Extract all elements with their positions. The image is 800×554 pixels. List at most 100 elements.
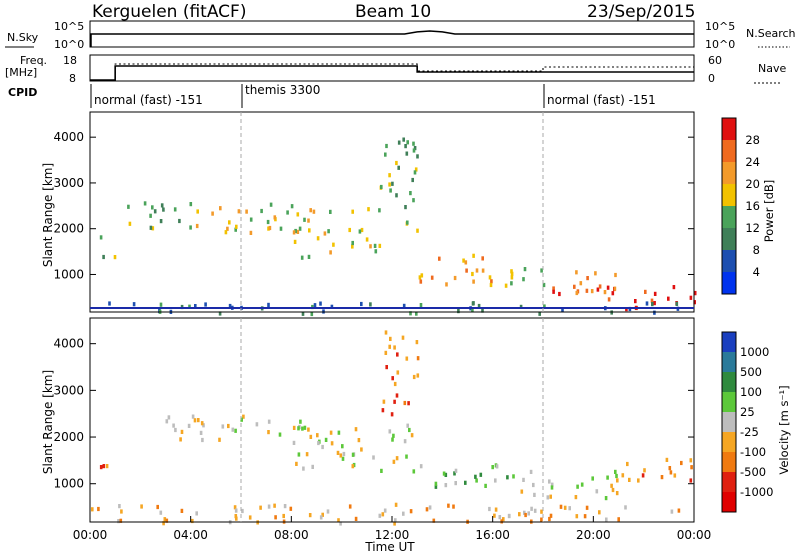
x-tick-label: 00:00 xyxy=(73,528,108,542)
heatmap-cell xyxy=(574,495,578,500)
colorbar-tick: 1000 xyxy=(740,345,769,359)
heatmap-cell xyxy=(419,279,423,284)
heatmap-cell xyxy=(580,482,584,487)
heatmap-cell xyxy=(614,272,617,278)
heatmap-cell xyxy=(234,514,238,519)
heatmap-cell xyxy=(614,469,617,474)
heatmap-cell xyxy=(415,311,418,316)
heatmap-cell xyxy=(613,286,617,291)
heatmap-cell xyxy=(672,285,676,290)
colorbar-swatch xyxy=(722,332,736,352)
heatmap-cell xyxy=(585,505,589,510)
colorbar-swatch xyxy=(722,206,736,228)
heatmap-cell xyxy=(510,281,513,286)
heatmap-cell xyxy=(294,228,297,234)
heatmap-cell xyxy=(378,208,381,213)
x-tick-label: 04:00 xyxy=(173,528,208,542)
heatmap-cell xyxy=(311,464,314,469)
heatmap-cell xyxy=(452,504,455,509)
heatmap-cell xyxy=(255,422,259,427)
heatmap-cell xyxy=(307,218,310,223)
heatmap-cell xyxy=(568,506,571,511)
colorbar-tick: 16 xyxy=(745,199,760,213)
x-tick-label: 08:00 xyxy=(274,528,309,542)
heatmap-cell xyxy=(621,473,625,478)
nave-line xyxy=(90,63,694,81)
heatmap-cell xyxy=(153,209,157,214)
cpid-label: CPID xyxy=(8,86,37,99)
colorbar-tick: -25 xyxy=(740,425,759,439)
heatmap-cell xyxy=(563,505,567,510)
heatmap-cell xyxy=(405,151,409,156)
heatmap-cell xyxy=(332,242,335,247)
heatmap-cell xyxy=(413,170,417,175)
colorbar-swatch xyxy=(722,140,736,162)
heatmap-cell xyxy=(628,477,631,482)
heatmap-cell xyxy=(245,209,248,214)
heatmap-cell xyxy=(406,423,409,428)
heatmap-cell xyxy=(292,230,296,235)
heatmap-cell xyxy=(330,304,334,309)
heatmap-cell xyxy=(504,283,508,288)
colorbar-swatch xyxy=(722,184,736,206)
heatmap-cell xyxy=(360,227,364,233)
heatmap-cell xyxy=(442,471,446,476)
heatmap-cell xyxy=(394,502,398,507)
heatmap-cell xyxy=(402,303,406,308)
heatmap-cell xyxy=(464,260,468,265)
nsky-label: N.Sky xyxy=(7,31,39,44)
heatmap-cell xyxy=(575,290,579,296)
heatmap-cell xyxy=(668,466,672,471)
heatmap-cell xyxy=(227,423,230,429)
heatmap-cell xyxy=(389,188,392,193)
heatmap-cell xyxy=(282,513,285,519)
heatmap-cell xyxy=(218,437,221,442)
heatmap-cell xyxy=(120,509,123,514)
heatmap-cell xyxy=(552,289,555,294)
heatmap-cell xyxy=(374,249,378,254)
heatmap-cell xyxy=(307,427,310,432)
heatmap-cell xyxy=(162,207,165,212)
heatmap-cell xyxy=(339,453,343,458)
heatmap-cell xyxy=(219,206,222,211)
heatmap-cell xyxy=(267,226,270,231)
heatmap-cell xyxy=(583,514,587,519)
heatmap-cell xyxy=(518,512,521,517)
heatmap-cell xyxy=(506,475,509,480)
heatmap-cell xyxy=(348,227,351,233)
heatmap-cell xyxy=(380,468,383,473)
heatmap-cell xyxy=(391,437,394,442)
heatmap-cell xyxy=(226,226,229,231)
velocity-heatmap xyxy=(91,330,693,526)
heatmap-cell xyxy=(351,240,354,246)
velocity-colorbar: 1000 500 100 25 -25 -100 -500 -1000 xyxy=(721,331,773,513)
heatmap-cell xyxy=(665,457,669,462)
heatmap-cell xyxy=(180,429,184,434)
heatmap-cell xyxy=(102,464,106,469)
heatmap-cell xyxy=(393,345,396,350)
heatmap-cell xyxy=(447,503,450,508)
heatmap-cell xyxy=(151,205,154,210)
heatmap-cell xyxy=(412,374,416,380)
velocity-y-axis: 1000 2000 3000 4000 xyxy=(53,337,694,491)
heatmap-cell xyxy=(471,301,475,306)
heatmap-cell xyxy=(388,173,391,178)
heatmap-cell xyxy=(626,461,629,467)
heatmap-cell xyxy=(409,509,413,514)
heatmap-cell xyxy=(378,513,382,518)
y-tick-label: 3000 xyxy=(53,176,84,190)
heatmap-cell xyxy=(383,508,387,513)
y-tick-label: 3000 xyxy=(53,383,84,397)
heatmap-cell xyxy=(234,227,237,232)
heatmap-cell xyxy=(523,510,526,515)
y-tick-label: 4000 xyxy=(53,337,84,351)
colorbar-tick: -1000 xyxy=(740,485,773,499)
heatmap-cell xyxy=(454,481,457,486)
heatmap-cell xyxy=(309,208,312,213)
heatmap-cell xyxy=(610,483,613,488)
heatmap-cell xyxy=(410,433,414,438)
heatmap-cell xyxy=(510,271,514,276)
heatmap-cell xyxy=(404,144,407,149)
heatmap-cell xyxy=(309,434,313,439)
heatmap-cell xyxy=(579,281,583,286)
